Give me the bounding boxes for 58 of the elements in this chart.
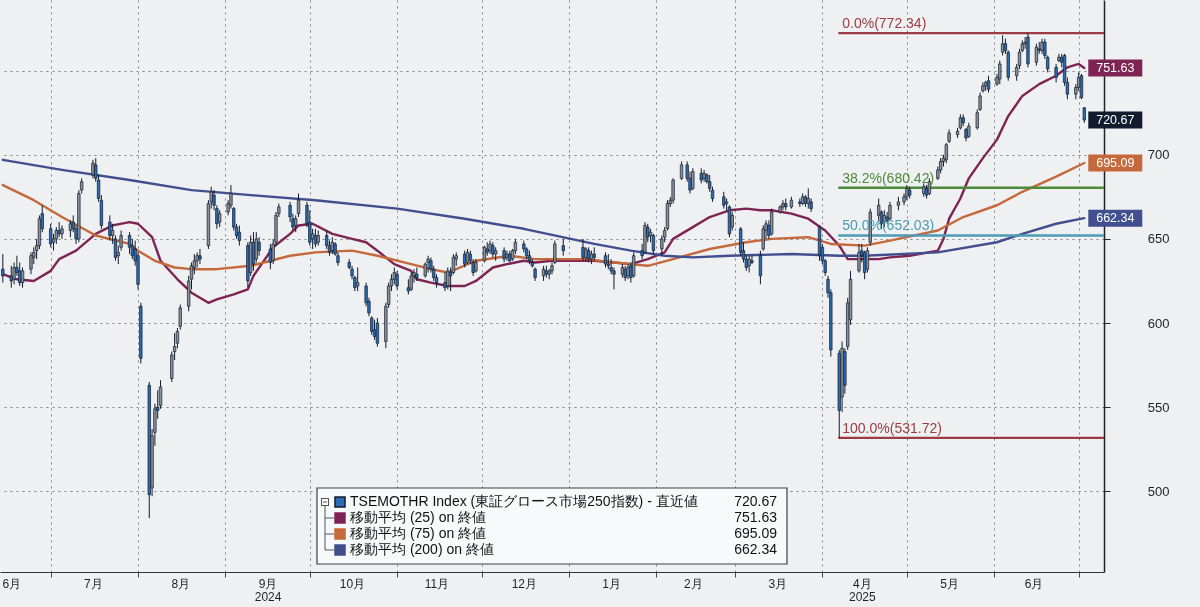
y-tick-label: 650	[1147, 231, 1170, 247]
candlestick	[268, 243, 272, 270]
x-tick-label: 4月 2025	[848, 576, 876, 604]
candlestick	[888, 201, 892, 221]
x-tick-label: 3月	[768, 576, 788, 591]
candlestick	[1, 253, 5, 284]
candlestick	[91, 159, 95, 179]
candlestick	[691, 167, 695, 191]
candlestick	[395, 270, 399, 290]
text: 720.67	[734, 493, 777, 509]
candlestick	[671, 177, 675, 205]
candlestick	[944, 142, 948, 164]
candlestick	[409, 272, 413, 292]
candlestick	[1057, 53, 1061, 63]
x-tick-label: 11月	[424, 576, 450, 591]
candlestick	[108, 214, 112, 242]
legend-label: 移動平均 (200) on 終値	[350, 541, 494, 557]
x-tick-label: 1月	[602, 576, 621, 591]
data-label: 662.34	[1096, 211, 1135, 226]
x-tick-label: 2月	[683, 576, 703, 591]
candlestick	[446, 266, 450, 290]
y-tick-label: 700	[1147, 147, 1170, 163]
text: 662.34	[734, 541, 777, 557]
x-tick-label: 5月	[940, 576, 959, 591]
data-label: 751.63	[1096, 60, 1135, 75]
annotation: 0.0%(772.34)	[842, 15, 927, 32]
x-tick-label: 9月 2024	[254, 576, 282, 604]
legend-label: 移動平均 (25) on 終値	[350, 509, 487, 525]
candlestick	[758, 250, 763, 285]
x-tick-label: 12月	[511, 576, 538, 591]
y-tick-label: 600	[1147, 315, 1170, 331]
data-label: 695.09	[1096, 156, 1135, 171]
candlestick	[9, 265, 13, 289]
candlestick	[857, 243, 861, 274]
annotation: 100.0%(531.72)	[842, 419, 942, 436]
candlestick	[632, 251, 636, 279]
candlestick	[198, 248, 202, 265]
x-tick-label: 10月	[339, 576, 366, 591]
candlestick	[1054, 63, 1058, 83]
text: 695.09	[734, 525, 777, 541]
candlestick	[29, 251, 33, 275]
candlestick	[178, 304, 182, 331]
x-tick-label: 6月	[1024, 576, 1044, 591]
candlestick	[770, 208, 774, 237]
candlestick	[60, 224, 64, 240]
annotation: 38.2%(680.42)	[842, 169, 935, 186]
text: 720.67	[1096, 113, 1135, 127]
legend-label: 移動平均 (75) on 終値	[350, 525, 487, 541]
x-tick-label: 8月	[171, 576, 191, 591]
text: 751.63	[734, 509, 777, 525]
candlestick	[761, 224, 765, 252]
candlestick	[679, 161, 684, 181]
x-tick-label: 6月	[2, 576, 22, 591]
x-tick-label: 7月	[84, 576, 103, 591]
y-tick-label: 500	[1147, 483, 1170, 499]
candlestick	[296, 192, 301, 218]
y-tick-label: 550	[1147, 399, 1170, 415]
legend-label: TSEMOTHR Index (東証グロース市場250指数) - 直近値	[350, 493, 698, 509]
